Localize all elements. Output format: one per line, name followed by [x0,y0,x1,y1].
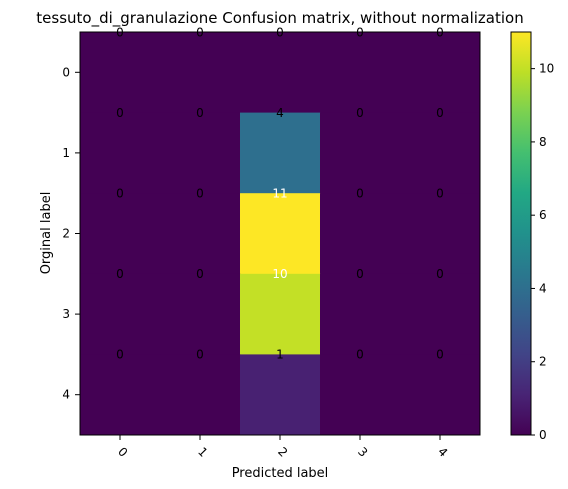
heatmap-cell [320,112,401,194]
heatmap-cell [80,32,161,114]
heatmap-cell [80,112,161,194]
x-tick-label: 0 [115,445,130,460]
y-axis-label: Orginal label [39,192,54,275]
heatmap-cell [320,273,401,355]
y-axis-ticks: 0 1 2 3 4 [62,65,80,402]
colorbar-tick-label: 10 [539,62,554,76]
heatmap-cell [240,273,321,355]
heatmap-cell [400,32,481,114]
cell-value: 0 [116,106,124,120]
heatmap-cell [400,273,481,355]
heatmap-cell [240,354,321,436]
cell-value: 0 [116,267,124,281]
x-tick-label: 4 [435,445,450,460]
x-tick-label: 3 [355,445,370,460]
y-tick-label: 0 [62,65,70,79]
colorbar-ticks: 0 2 4 6 8 10 [531,62,554,442]
colorbar-tick-label: 2 [539,355,547,369]
x-axis-label: Predicted label [232,466,329,481]
y-tick-label: 2 [62,227,70,241]
heatmap-cell [320,354,401,436]
colorbar-tick-label: 8 [539,135,547,149]
cell-value: 0 [436,267,444,281]
heatmap-cell [80,273,161,355]
heatmap-cell [320,193,401,275]
cell-value: 0 [356,348,364,362]
y-tick-label: 4 [62,388,70,402]
cell-value: 4 [276,106,284,120]
cell-value: 0 [436,106,444,120]
heatmap-cell [240,112,321,194]
colorbar-tick-label: 0 [539,428,547,442]
heatmap-cell [160,193,241,275]
chart-title: tessuto_di_granulazione Confusion matrix… [36,9,523,28]
heatmap-cell [160,32,241,114]
cell-value: 0 [356,106,364,120]
heatmap-cells [80,32,481,436]
heatmap-cell [80,354,161,436]
y-tick-label: 1 [62,146,70,160]
heatmap-cell [400,354,481,436]
heatmap-cell [160,273,241,355]
colorbar-tick-label: 4 [539,281,547,295]
cell-value: 1 [276,348,284,362]
heatmap-cell [240,193,321,275]
heatmap-cell [160,112,241,194]
y-tick-label: 3 [62,307,70,321]
cell-value: 0 [196,348,204,362]
colorbar [510,31,532,436]
cell-value: 0 [116,187,124,201]
cell-value: 0 [116,348,124,362]
heatmap-cell [80,193,161,275]
colorbar-tick-label: 6 [539,208,547,222]
heatmap-cell [320,32,401,114]
heatmap-cell [160,354,241,436]
cell-value: 0 [436,348,444,362]
heatmap-cell [400,112,481,194]
cell-value: 0 [356,187,364,201]
x-tick-label: 2 [275,445,290,460]
cell-value: 0 [196,187,204,201]
cell-value: 10 [272,267,287,281]
cell-value: 0 [356,267,364,281]
x-tick-label: 1 [195,445,210,460]
heatmap-cell [400,193,481,275]
cell-value: 11 [272,187,287,201]
x-axis-ticks: 0 1 2 3 4 [115,435,450,460]
cell-value: 0 [436,187,444,201]
heatmap-cell [240,32,321,114]
cell-value: 0 [196,106,204,120]
cell-value: 0 [196,267,204,281]
